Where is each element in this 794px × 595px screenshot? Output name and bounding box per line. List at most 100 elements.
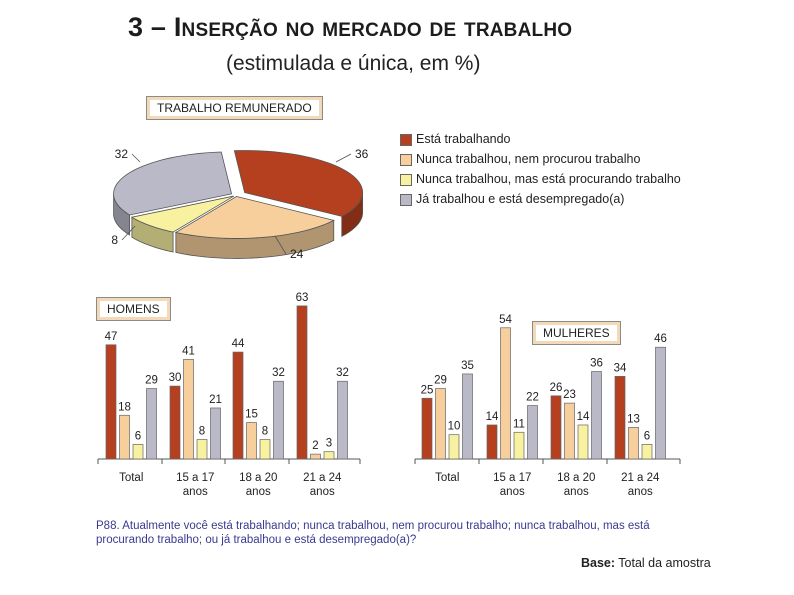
women-bar-nunca-nao-procurou: [435, 388, 446, 460]
pie-value-label: 8: [111, 233, 118, 247]
pie-chart: 36 24 8 32: [111, 147, 368, 261]
women-bar-value-label: 10: [448, 421, 461, 433]
men-bar-value-label: 21: [209, 394, 222, 406]
women-category-label-suffix: anos: [564, 486, 589, 498]
women-bar-value-label: 25: [421, 384, 434, 396]
legend-item-nunca-nao-procurou: Nunca trabalhou, nem procurou trabalho: [400, 152, 700, 166]
pie-value-label: 24: [290, 247, 304, 261]
title-number: 3: [128, 12, 144, 42]
men-bar-value-label: 8: [199, 426, 205, 438]
pie-value-label: 36: [355, 147, 369, 161]
men-bar-nunca-nao-procurou: [183, 359, 194, 460]
men-bar-nunca-procurando: [196, 439, 208, 460]
men-category-label-suffix: anos: [246, 486, 271, 498]
men-bar-nunca-nao-procurou: [310, 453, 321, 460]
men-category-label: 21 a 24: [303, 472, 342, 484]
legend-item-nunca-procurando: Nunca trabalhou, mas está procurando tra…: [400, 172, 700, 186]
women-bar-nunca-procurando: [577, 424, 589, 460]
men-bar-value-label: 3: [326, 438, 332, 450]
women-bar-value-label: 22: [526, 392, 539, 404]
women-bar-nunca-nao-procurou: [628, 427, 639, 460]
women-bar-desempregado: [591, 371, 602, 460]
women-category-label-suffix: anos: [500, 486, 525, 498]
men-bar-desempregado: [146, 388, 157, 460]
men-bar-value-label: 15: [245, 409, 258, 421]
legend-label: Já trabalhou e está desempregado(a): [416, 192, 625, 206]
women-bar-nunca-nao-procurou: [500, 327, 511, 460]
men-category-label: Total: [119, 472, 143, 484]
pie-leader-line: [131, 153, 141, 163]
men-bar-desempregado: [273, 380, 284, 460]
legend-label: Nunca trabalhou, nem procurou trabalho: [416, 152, 641, 166]
men-bar-trabalhando: [232, 351, 244, 460]
women-bar-trabalhando: [614, 376, 626, 460]
pie-leader-line: [335, 153, 352, 163]
women-bar-value-label: 14: [577, 411, 590, 423]
men-category-label: 15 a 17: [176, 472, 214, 484]
page-title: 3 – Inserção no mercado de trabalho: [128, 12, 572, 43]
women-bar-trabalhando: [486, 424, 498, 460]
title-text: Inserção no mercado de trabalho: [173, 12, 573, 42]
women-bar-value-label: 14: [486, 411, 499, 423]
women-bar-nunca-nao-procurou: [564, 402, 575, 460]
base-value: Total da amostra: [618, 556, 711, 570]
pie-slice-trabalhando: [233, 150, 364, 217]
legend-swatch: [400, 174, 412, 186]
title-dash: –: [150, 12, 167, 42]
women-category-label: 18 a 20: [557, 472, 595, 484]
women-bar-value-label: 46: [654, 333, 667, 345]
men-bar-value-label: 63: [296, 292, 309, 304]
men-bar-nunca-procurando: [259, 439, 271, 460]
legend: Está trabalhando Nunca trabalhou, nem pr…: [400, 132, 700, 212]
men-bar-value-label: 6: [135, 430, 141, 442]
men-bar-nunca-procurando: [323, 451, 335, 460]
women-category-label: Total: [435, 472, 459, 484]
women-bar-value-label: 54: [499, 314, 512, 326]
legend-swatch: [400, 194, 412, 206]
women-bar-nunca-procurando: [448, 434, 460, 460]
women-bar-trabalhando: [421, 397, 433, 460]
women-bar-trabalhando: [550, 395, 562, 460]
women-category-label: 21 a 24: [621, 472, 660, 484]
women-bar-value-label: 34: [614, 362, 627, 374]
women-bar-value-label: 23: [563, 389, 576, 401]
women-category-label: 15 a 17: [493, 472, 531, 484]
men-bar-trabalhando: [105, 344, 117, 460]
women-chart-title: MULHERES: [532, 321, 621, 345]
survey-question: P88. Atualmente você está trabalhando; n…: [96, 520, 650, 546]
men-bar-nunca-nao-procurou: [246, 422, 257, 460]
pie-slice-nunca-nao-procurou: [174, 196, 335, 239]
men-bar-value-label: 47: [105, 331, 118, 343]
men-bar-value-label: 32: [336, 367, 349, 379]
men-bar-value-label: 30: [169, 372, 182, 384]
men-category-label: 18 a 20: [239, 472, 277, 484]
men-category-label-suffix: anos: [310, 486, 335, 498]
pie-value-label: 32: [115, 147, 129, 161]
pie-title: TRABALHO REMUNERADO: [146, 96, 323, 120]
pie-leader-line: [274, 235, 287, 255]
men-bar-value-label: 2: [312, 440, 318, 452]
pie-leader-line: [121, 225, 136, 241]
men-bar-value-label: 41: [182, 345, 195, 357]
legend-item-trabalhando: Está trabalhando: [400, 132, 700, 146]
bar-charts: 47 18 6 29 Total 30 41 8 21 15 a 17 anos 44 15 8 32 18 …: [97, 292, 681, 498]
men-bar-value-label: 32: [272, 367, 285, 379]
base-label: Base:: [581, 556, 616, 570]
women-bar-value-label: 13: [627, 413, 640, 425]
pie-slice-nunca-procurando: [130, 195, 235, 233]
men-bar-value-label: 44: [232, 338, 245, 350]
women-bar-nunca-procurando: [641, 444, 653, 460]
page-subtitle: (estimulada e única, em %): [226, 52, 481, 75]
men-category-label-suffix: anos: [183, 486, 208, 498]
men-bar-value-label: 8: [262, 426, 268, 438]
legend-item-desempregado: Já trabalhou e está desempregado(a): [400, 192, 700, 206]
men-bar-desempregado: [337, 380, 348, 460]
men-bar-nunca-nao-procurou: [119, 414, 130, 460]
men-bar-value-label: 29: [145, 375, 158, 387]
women-bar-value-label: 6: [644, 430, 650, 442]
men-bar-trabalhando: [169, 385, 181, 460]
women-bar-desempregado: [527, 405, 538, 460]
women-category-label-suffix: anos: [628, 486, 653, 498]
men-bar-trabalhando: [296, 305, 308, 460]
